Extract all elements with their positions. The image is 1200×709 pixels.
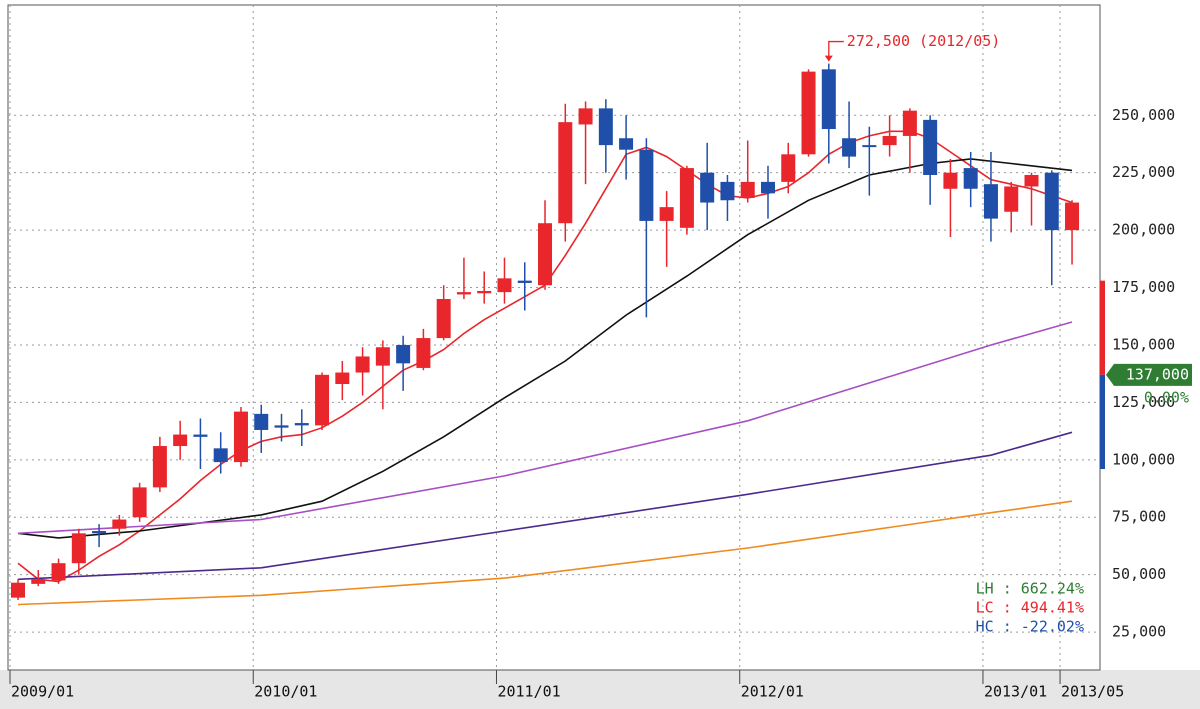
candle-body bbox=[213, 448, 228, 463]
candle-body bbox=[274, 425, 289, 428]
x-tick-label: 2013/05 bbox=[1061, 683, 1124, 701]
candle-body bbox=[152, 446, 167, 488]
candle-body bbox=[497, 278, 512, 293]
candle-body bbox=[416, 338, 431, 368]
candle-body bbox=[375, 347, 390, 366]
candle-body bbox=[983, 184, 998, 219]
candle-body bbox=[862, 145, 877, 148]
y-tick-label: 175,000 bbox=[1112, 278, 1175, 296]
current-price-box bbox=[1106, 363, 1192, 386]
candle-body bbox=[598, 108, 613, 146]
candle-body bbox=[760, 181, 775, 194]
candle-body bbox=[740, 181, 755, 198]
y-tick-label: 250,000 bbox=[1112, 106, 1175, 124]
candle-body bbox=[679, 168, 694, 228]
stat-label: HC : -22.02% bbox=[976, 618, 1084, 636]
candle-body bbox=[720, 181, 735, 201]
text-layer: 25,000 50,000 75,000 100,000 125,000 150,000 1… bbox=[9, 32, 1192, 701]
y-tick-label: 150,000 bbox=[1112, 335, 1175, 353]
candle-body bbox=[639, 149, 654, 221]
candle-body bbox=[436, 299, 451, 339]
candle-body bbox=[92, 531, 107, 534]
candle-body bbox=[558, 122, 573, 224]
candle-body bbox=[923, 119, 938, 175]
x-tick-label: 2012/01 bbox=[741, 683, 804, 701]
candle-body bbox=[335, 372, 350, 385]
candle-body bbox=[821, 69, 836, 130]
candle-body bbox=[396, 344, 411, 364]
gauge-up bbox=[1100, 280, 1105, 375]
x-axis-band bbox=[0, 670, 1200, 709]
x-tick-label: 2009/01 bbox=[11, 683, 74, 701]
candle-body bbox=[842, 138, 857, 157]
candle-body bbox=[1004, 186, 1019, 212]
candle-body bbox=[112, 519, 127, 529]
x-tick-label: 2011/01 bbox=[497, 683, 560, 701]
candle-body bbox=[477, 290, 492, 294]
annotation-text: 272,500 (2012/05) bbox=[847, 32, 1001, 50]
candle-body bbox=[193, 434, 208, 437]
candle-body bbox=[294, 423, 309, 426]
y-tick-label: 125,000 bbox=[1112, 393, 1175, 411]
y-tick-label: 75,000 bbox=[1112, 508, 1166, 526]
candle-body bbox=[132, 487, 147, 518]
candle-layer bbox=[11, 63, 1080, 600]
candle-body bbox=[902, 110, 917, 136]
candle-body bbox=[51, 563, 66, 581]
candle-body bbox=[233, 411, 248, 463]
gauge-down bbox=[1100, 374, 1105, 470]
candle-body bbox=[456, 292, 471, 295]
candle-body bbox=[1024, 174, 1039, 187]
annotation-arrow bbox=[828, 40, 844, 61]
moving-average-line bbox=[17, 500, 1073, 606]
candle-body bbox=[355, 356, 370, 373]
y-tick-label: 200,000 bbox=[1112, 221, 1175, 239]
candle-body bbox=[943, 172, 958, 189]
candle-body bbox=[173, 434, 188, 447]
candle-body bbox=[619, 138, 634, 150]
candle-body bbox=[254, 413, 269, 430]
x-tick-label: 2010/01 bbox=[254, 683, 317, 701]
annotation-arrowhead bbox=[824, 55, 833, 62]
candle-body bbox=[659, 207, 674, 221]
moving-average-line bbox=[17, 431, 1073, 581]
current-price-label: 137,000 bbox=[1126, 365, 1189, 383]
candle-body bbox=[71, 533, 86, 564]
x-tick-label: 2013/01 bbox=[984, 683, 1047, 701]
stat-label: LC : 494.41% bbox=[976, 599, 1084, 617]
y-tick-label: 25,000 bbox=[1112, 623, 1166, 641]
candle-body bbox=[538, 223, 553, 286]
y-tick-label: 100,000 bbox=[1112, 450, 1175, 468]
candle-body bbox=[11, 582, 25, 598]
grid-layer bbox=[8, 5, 1100, 670]
candle-body bbox=[700, 172, 715, 203]
stat-label: LH : 662.24% bbox=[976, 580, 1084, 598]
candle-body bbox=[882, 135, 897, 146]
change-label: 0.00% bbox=[1144, 388, 1189, 406]
candle-body bbox=[963, 168, 978, 189]
y-tick-label: 225,000 bbox=[1112, 163, 1175, 181]
candle-body bbox=[578, 108, 593, 125]
candle-body bbox=[781, 154, 796, 182]
candle-body bbox=[801, 71, 816, 155]
moving-average-line bbox=[17, 321, 1073, 535]
candle-body bbox=[315, 374, 330, 426]
candle-body bbox=[1044, 172, 1059, 231]
candle-body bbox=[1065, 202, 1080, 231]
candle-body bbox=[517, 280, 532, 283]
candle-body bbox=[31, 579, 46, 584]
y-tick-label: 50,000 bbox=[1112, 565, 1166, 583]
